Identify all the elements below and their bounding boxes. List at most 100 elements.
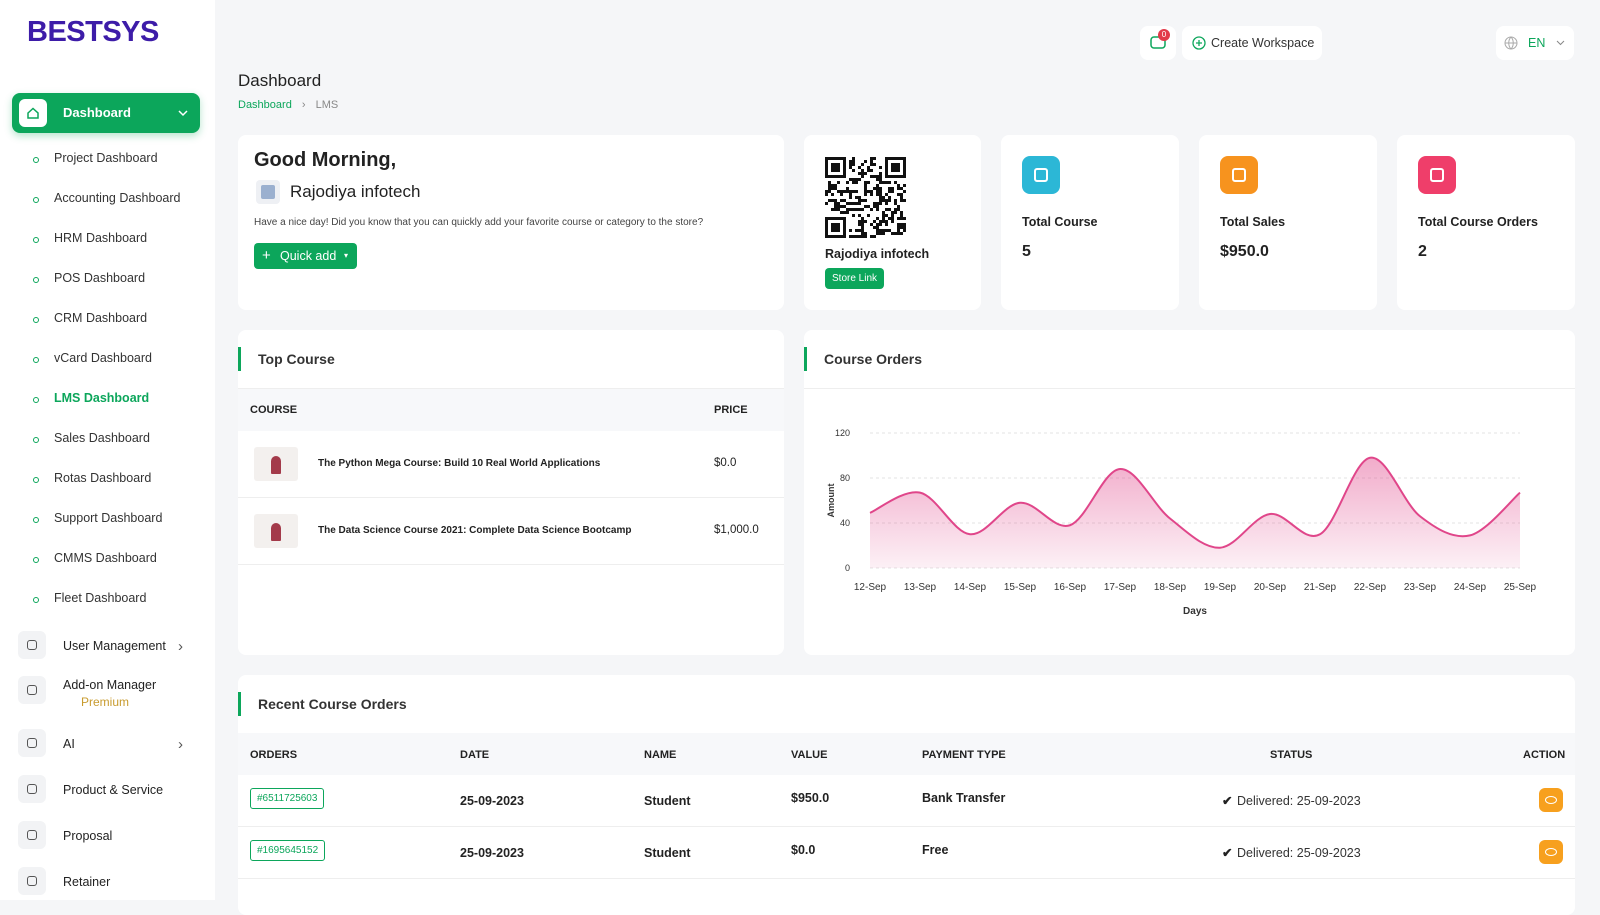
title-accent <box>804 347 807 371</box>
qr-module <box>852 235 855 238</box>
qr-module <box>903 199 906 202</box>
qr-module <box>885 193 888 196</box>
qr-module <box>846 190 849 193</box>
submenu-item[interactable]: LMS Dashboard <box>33 391 149 405</box>
submenu-item[interactable]: Project Dashboard <box>33 151 158 165</box>
chevron: › <box>178 736 183 753</box>
quick-add-button[interactable]: + Quick add ▾ <box>254 243 357 269</box>
qr-module <box>831 193 834 196</box>
qr-module <box>894 157 897 160</box>
menu-label: Proposal <box>63 829 113 843</box>
qr-module <box>891 169 894 172</box>
qr-module <box>879 166 882 169</box>
stat-label: Total Course Orders <box>1418 215 1538 229</box>
qr-module <box>858 208 861 211</box>
qr-module <box>825 157 828 160</box>
qr-module <box>885 166 888 169</box>
check-icon: ✔ <box>1222 846 1233 860</box>
qr-module <box>873 163 876 166</box>
order-id-button[interactable]: #1695645152 <box>250 840 326 861</box>
welcome-message: Have a nice day! Did you know that you c… <box>254 217 704 228</box>
qr-module <box>828 235 831 238</box>
qr-module <box>843 172 846 175</box>
menu-item-active[interactable]: Dashboard <box>12 93 200 133</box>
qr-module <box>879 229 882 232</box>
qr-module <box>897 163 900 166</box>
qr-module <box>828 187 831 190</box>
submenu-item[interactable]: CMMS Dashboard <box>33 551 157 565</box>
qr-module <box>897 217 900 220</box>
chevron <box>178 110 188 117</box>
submenu-item[interactable]: Sales Dashboard <box>33 431 150 445</box>
submenu-item[interactable]: vCard Dashboard <box>33 351 152 365</box>
qr-module <box>861 199 864 202</box>
submenu-item[interactable]: CRM Dashboard <box>33 311 147 325</box>
qr-module <box>888 229 891 232</box>
store-link-button[interactable]: Store Link <box>825 268 885 289</box>
submenu-label: Project Dashboard <box>54 151 158 165</box>
stat-value: $950.0 <box>1220 243 1269 260</box>
qr-module <box>831 175 834 178</box>
qr-module <box>831 184 834 187</box>
submenu-item[interactable]: Fleet Dashboard <box>33 591 146 605</box>
view-button[interactable] <box>1539 788 1563 812</box>
qr-module <box>861 172 864 175</box>
column-header: NAME <box>644 749 677 761</box>
submenu-item[interactable]: Rotas Dashboard <box>33 471 151 485</box>
qr-module <box>864 199 867 202</box>
qr-module <box>825 223 828 226</box>
qr-module <box>873 157 876 160</box>
submenu-item[interactable]: POS Dashboard <box>33 271 145 285</box>
brand-logo[interactable]: BESTSYS <box>27 16 159 48</box>
qr-module <box>828 157 831 160</box>
submenu-item[interactable]: HRM Dashboard <box>33 231 147 245</box>
qr-module <box>888 187 891 190</box>
qr-module <box>882 220 885 223</box>
notification-button[interactable]: 0 <box>1140 26 1176 60</box>
qr-module <box>894 169 897 172</box>
qr-module <box>879 193 882 196</box>
qr-module <box>885 208 888 211</box>
qr-module <box>867 205 870 208</box>
qr-module <box>861 226 864 229</box>
welcome-card: Good Morning, Rajodiya infotech Have a n… <box>238 135 784 310</box>
view-button[interactable] <box>1539 840 1563 864</box>
qr-module <box>852 181 855 184</box>
qr-module <box>888 181 891 184</box>
create-workspace-button[interactable]: Create Workspace <box>1182 26 1322 60</box>
order-id-button[interactable]: #6511725603 <box>250 788 325 809</box>
qr-module <box>837 202 840 205</box>
qr-module <box>882 217 885 220</box>
qr-module <box>900 175 903 178</box>
qr-module <box>870 175 873 178</box>
qr-module <box>876 217 879 220</box>
menu-label: Add-on Manager <box>63 678 157 692</box>
order-value: $0.0 <box>791 843 816 857</box>
breadcrumb-link[interactable]: Dashboard <box>238 99 292 111</box>
qr-module <box>891 190 894 193</box>
x-tick-label: 15-Sep <box>1004 582 1037 593</box>
qr-module <box>876 190 879 193</box>
table-header: ORDERS DATE NAME VALUE PAYMENT TYPE STATUS ACT… <box>238 733 1575 775</box>
qr-module <box>843 205 846 208</box>
order-status: Delivered: 25-09-2023 <box>1237 794 1361 808</box>
menu-icon <box>18 631 46 659</box>
qr-module <box>891 217 894 220</box>
submenu-label: Support Dashboard <box>54 511 163 525</box>
qr-module <box>855 196 858 199</box>
column-header: ACTION <box>1523 749 1566 761</box>
qr-module <box>903 163 906 166</box>
submenu-item[interactable]: Accounting Dashboard <box>33 191 180 205</box>
breadcrumb: Dashboard › LMS <box>238 99 338 111</box>
qr-module <box>873 205 876 208</box>
card-title: Course Orders <box>824 351 923 367</box>
menu-icon <box>18 729 46 757</box>
x-tick-label: 17-Sep <box>1104 582 1137 593</box>
submenu-item[interactable]: Support Dashboard <box>33 511 162 525</box>
qr-module <box>894 208 897 211</box>
qr-module <box>837 205 840 208</box>
order-row: #6511725603 25-09-2023 Student $950.0 Bank T… <box>238 775 1575 827</box>
sidebar: BESTSYS Dashboard Project Dashboard Accou… <box>0 0 215 900</box>
language-selector[interactable]: EN <box>1496 26 1574 60</box>
qr-module <box>864 205 867 208</box>
